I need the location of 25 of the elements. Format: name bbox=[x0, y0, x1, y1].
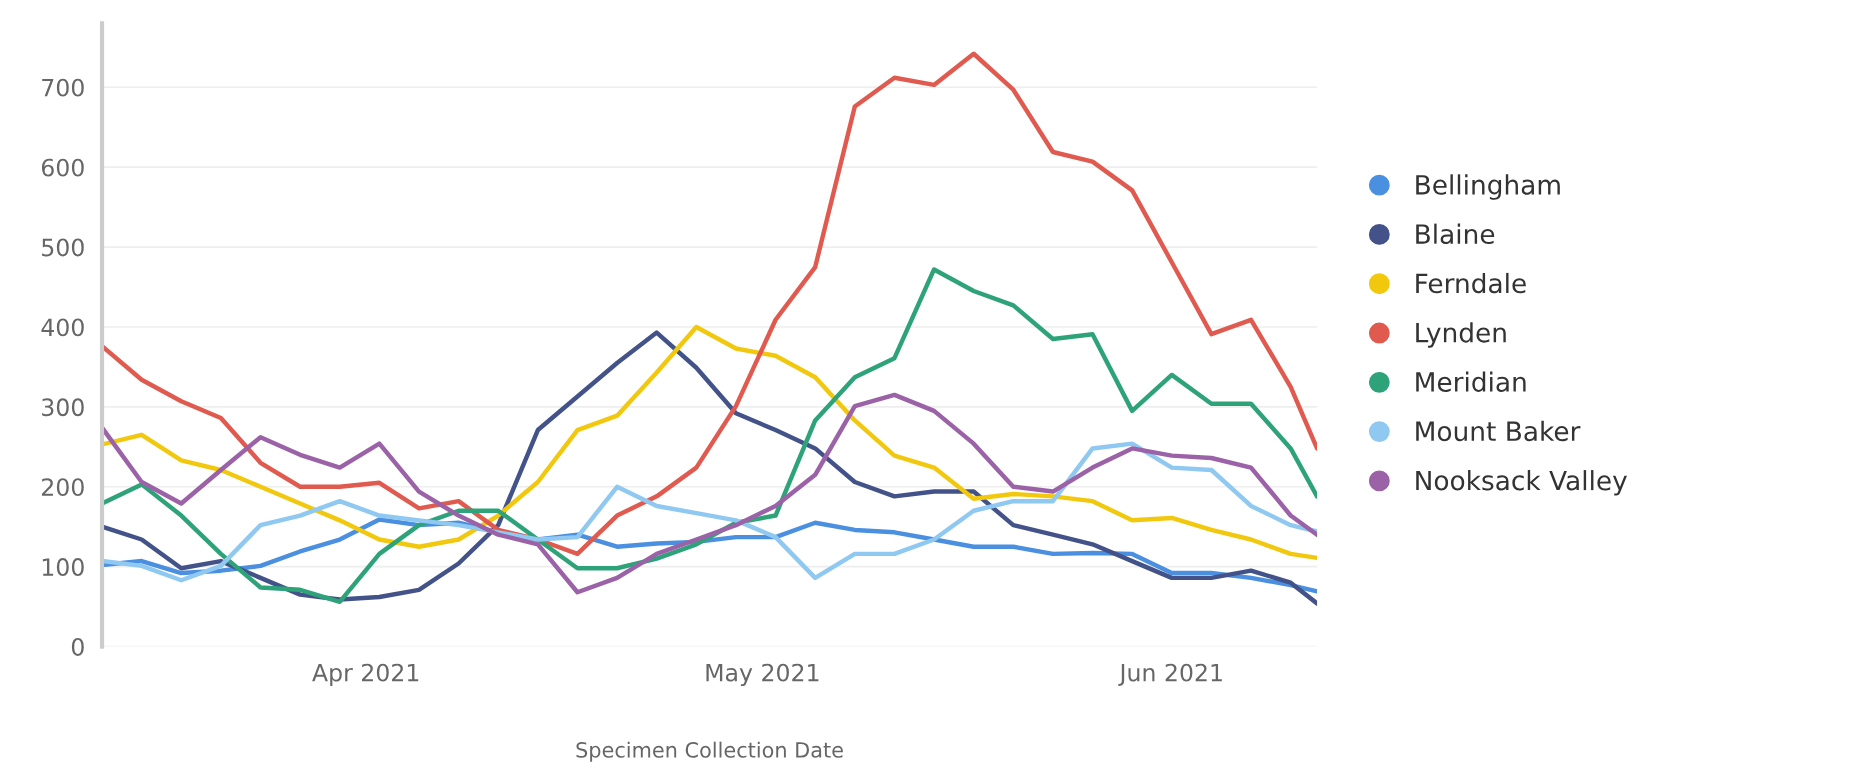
legend-label: Mount Baker bbox=[1416, 420, 1581, 442]
y-tick-label: 200 bbox=[42, 478, 84, 497]
legend-label: Nooksack Valley bbox=[1416, 470, 1627, 496]
y-tick-label: 500 bbox=[42, 238, 84, 257]
legend-label: Bellingham bbox=[1416, 174, 1560, 200]
x-tick-label: Jun 2021 bbox=[1118, 663, 1222, 686]
x-tick-label: Apr 2021 bbox=[312, 663, 419, 687]
x-axis-title: Specimen Collection Date bbox=[576, 741, 843, 762]
line-series bbox=[102, 441, 1318, 583]
line-series bbox=[102, 392, 1318, 595]
x-tick-label: May 2021 bbox=[706, 663, 819, 687]
y-tick-label: 600 bbox=[41, 158, 84, 177]
line-series bbox=[102, 324, 1318, 561]
y-tick-label: 100 bbox=[42, 558, 84, 576]
y-tick-label: 0 bbox=[71, 638, 84, 656]
legend-label: Lynden bbox=[1416, 322, 1506, 348]
legend-label: Blaine bbox=[1416, 223, 1495, 245]
line-series bbox=[102, 51, 1318, 557]
legend-label: Ferndale bbox=[1416, 272, 1526, 294]
y-tick-label: 700 bbox=[42, 78, 84, 97]
legend-label: Meridian bbox=[1416, 371, 1526, 392]
line-series bbox=[102, 267, 1318, 605]
y-tick-label: 400 bbox=[41, 318, 84, 337]
y-tick-label: 300 bbox=[42, 398, 84, 417]
line-series bbox=[102, 330, 1318, 606]
